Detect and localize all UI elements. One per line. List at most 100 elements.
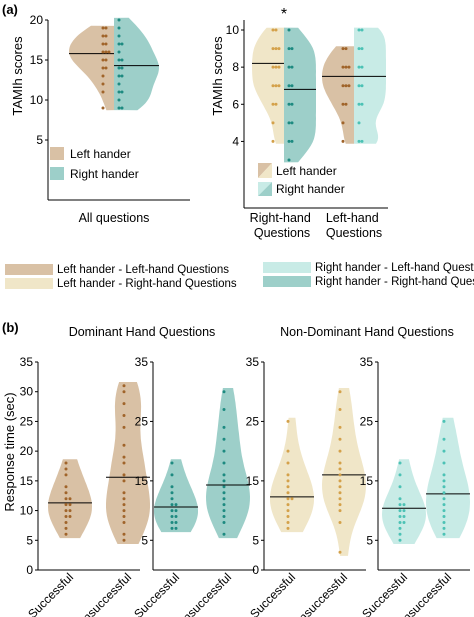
- b3-1-dot-10: [442, 509, 446, 513]
- b2-1-dot-2: [338, 425, 342, 429]
- group-title-dominant: Dominant Hand Questions: [69, 325, 216, 339]
- a2-cat-right-line1: Right-hand: [250, 211, 311, 225]
- a2-0-right-dot-12: [290, 139, 294, 143]
- a2-0-left-dot-5: [271, 65, 275, 69]
- a2-violin-1-left: [322, 46, 354, 144]
- a1-right-dot-10: [117, 74, 121, 78]
- b1-1-dot-8: [222, 485, 226, 489]
- a2-0-left-dot-9: [274, 84, 278, 88]
- b0-1-dot-2: [122, 402, 126, 406]
- b2-category-label-0: Successful: [247, 570, 298, 617]
- b3-0-dot-12: [398, 526, 402, 530]
- a1-right-dot-14: [120, 90, 124, 94]
- b3-1-dot-11: [442, 515, 446, 518]
- a2-0-left-dot-1: [274, 28, 278, 32]
- a2-violin-1-right: [354, 27, 386, 144]
- b0-1-dot-9: [122, 479, 126, 483]
- a2-0-left-dot-11: [271, 102, 275, 106]
- a1-right-dot-15: [117, 98, 121, 102]
- b2-1-dot-7: [338, 473, 342, 477]
- a1-legend-swatch-left: [50, 147, 64, 160]
- b0-ytick-label-0: 0: [26, 563, 33, 577]
- b2-1-dot-9: [338, 485, 342, 489]
- a2-category-label-left: Left-hand Questions: [326, 211, 382, 240]
- b0-category-label-0: Successful: [25, 570, 76, 617]
- b0-1-dot-13: [122, 509, 126, 513]
- group-title-nondominant: Non-Dominant Hand Questions: [280, 325, 454, 339]
- b0-1-dot-12: [122, 503, 126, 507]
- b1-1-dot-12: [222, 509, 226, 513]
- a1-right-dot-1: [117, 26, 121, 30]
- a2-1-right-dot-11: [357, 139, 361, 143]
- b0-1-dot-16: [122, 532, 126, 536]
- b2-1-dot-15: [338, 550, 342, 554]
- a2-ytick-label-0: 4: [232, 134, 239, 148]
- b3-0-dot-10: [398, 521, 402, 524]
- a1-left-dot-8: [107, 50, 111, 54]
- b3-1-dot-2: [442, 449, 446, 453]
- a2-0-right-dot-5: [287, 84, 291, 88]
- b0-0-dot-0: [64, 461, 68, 465]
- a1-right-dot-13: [117, 90, 121, 94]
- b3-1-dot-8: [442, 497, 446, 501]
- a2-0-right-dot-6: [290, 84, 294, 88]
- a1-right-dot-0: [117, 18, 121, 22]
- b1-1-dot-11: [222, 503, 226, 507]
- b0-ytick-label-4: 20: [20, 444, 34, 458]
- a2-1-left-dot-7: [347, 84, 351, 88]
- b3-1-dot-4: [442, 473, 446, 477]
- a1-legend: Left hander Right hander: [50, 147, 139, 181]
- b0-1-dot-5: [122, 443, 126, 447]
- b1-0-dot-7: [170, 509, 174, 513]
- b0-ytick-label-1: 5: [26, 533, 33, 547]
- a1-left-dot-11: [101, 66, 105, 70]
- a1-right-dot-16: [117, 106, 121, 110]
- a2-0-right-dot-3: [287, 65, 291, 69]
- a2-1-right-dot-2: [357, 47, 361, 51]
- a2-cat-right-line2: Questions: [254, 226, 310, 240]
- b0-0-dot-7: [64, 503, 68, 507]
- a2-0-left-dot-10: [277, 84, 281, 88]
- b2-1-dot-11: [338, 497, 342, 501]
- a2-1-left-dot-3: [344, 65, 348, 69]
- a1-right-dot-5: [117, 50, 121, 54]
- b1-0-dot-4: [170, 497, 174, 501]
- a2-category-label-right: Right-hand Questions: [250, 211, 315, 240]
- a1-left-dot-7: [104, 50, 108, 54]
- a1-left-dot-1: [104, 26, 108, 30]
- a1-left-dot-10: [104, 58, 108, 62]
- panel-label-a: (a): [2, 2, 18, 17]
- b3-1-dot-12: [442, 521, 446, 524]
- a2-1-right-dot-3: [360, 47, 364, 51]
- b3-1-dot-9: [442, 503, 446, 507]
- b0-0-dot-4: [64, 491, 68, 495]
- b1-1-dot-14: [222, 521, 226, 524]
- a2-0-left-dot-2: [271, 47, 275, 51]
- a1-left-dot-6: [101, 50, 105, 54]
- b2-0-dot-11: [286, 515, 290, 518]
- a2-1-right-dot-12: [360, 139, 364, 143]
- b3-0-dot-7: [402, 509, 406, 513]
- b0-1-dot-1: [122, 390, 126, 394]
- b3-1-dot-6: [442, 485, 446, 489]
- b2-0-dot-9: [286, 503, 290, 507]
- a1-legend-right: Right hander: [70, 167, 139, 181]
- b2-1-dot-1: [338, 408, 342, 411]
- b2-0-dot-2: [286, 461, 290, 465]
- b0-1-dot-14: [122, 515, 126, 518]
- b2-1-dot-4: [338, 449, 342, 453]
- b0-1-dot-10: [122, 491, 126, 495]
- b1-1-dot-6: [222, 473, 226, 477]
- b2-violin-1: [322, 388, 366, 556]
- a2-legend-left: Left hander: [276, 164, 337, 178]
- a1-right-dot-3: [117, 42, 121, 46]
- legend-swatch-left-right: [5, 278, 53, 289]
- b1-violin-1: [206, 388, 250, 539]
- b1-0-dot-13: [170, 526, 174, 530]
- a2-1-left-dot-0: [341, 47, 345, 51]
- b1-1-dot-4: [222, 449, 226, 453]
- b3-0-dot-13: [398, 532, 402, 536]
- b2-0-dot-1: [286, 449, 290, 453]
- a2-0-right-dot-4: [290, 65, 294, 69]
- b0-0-dot-8: [68, 503, 72, 507]
